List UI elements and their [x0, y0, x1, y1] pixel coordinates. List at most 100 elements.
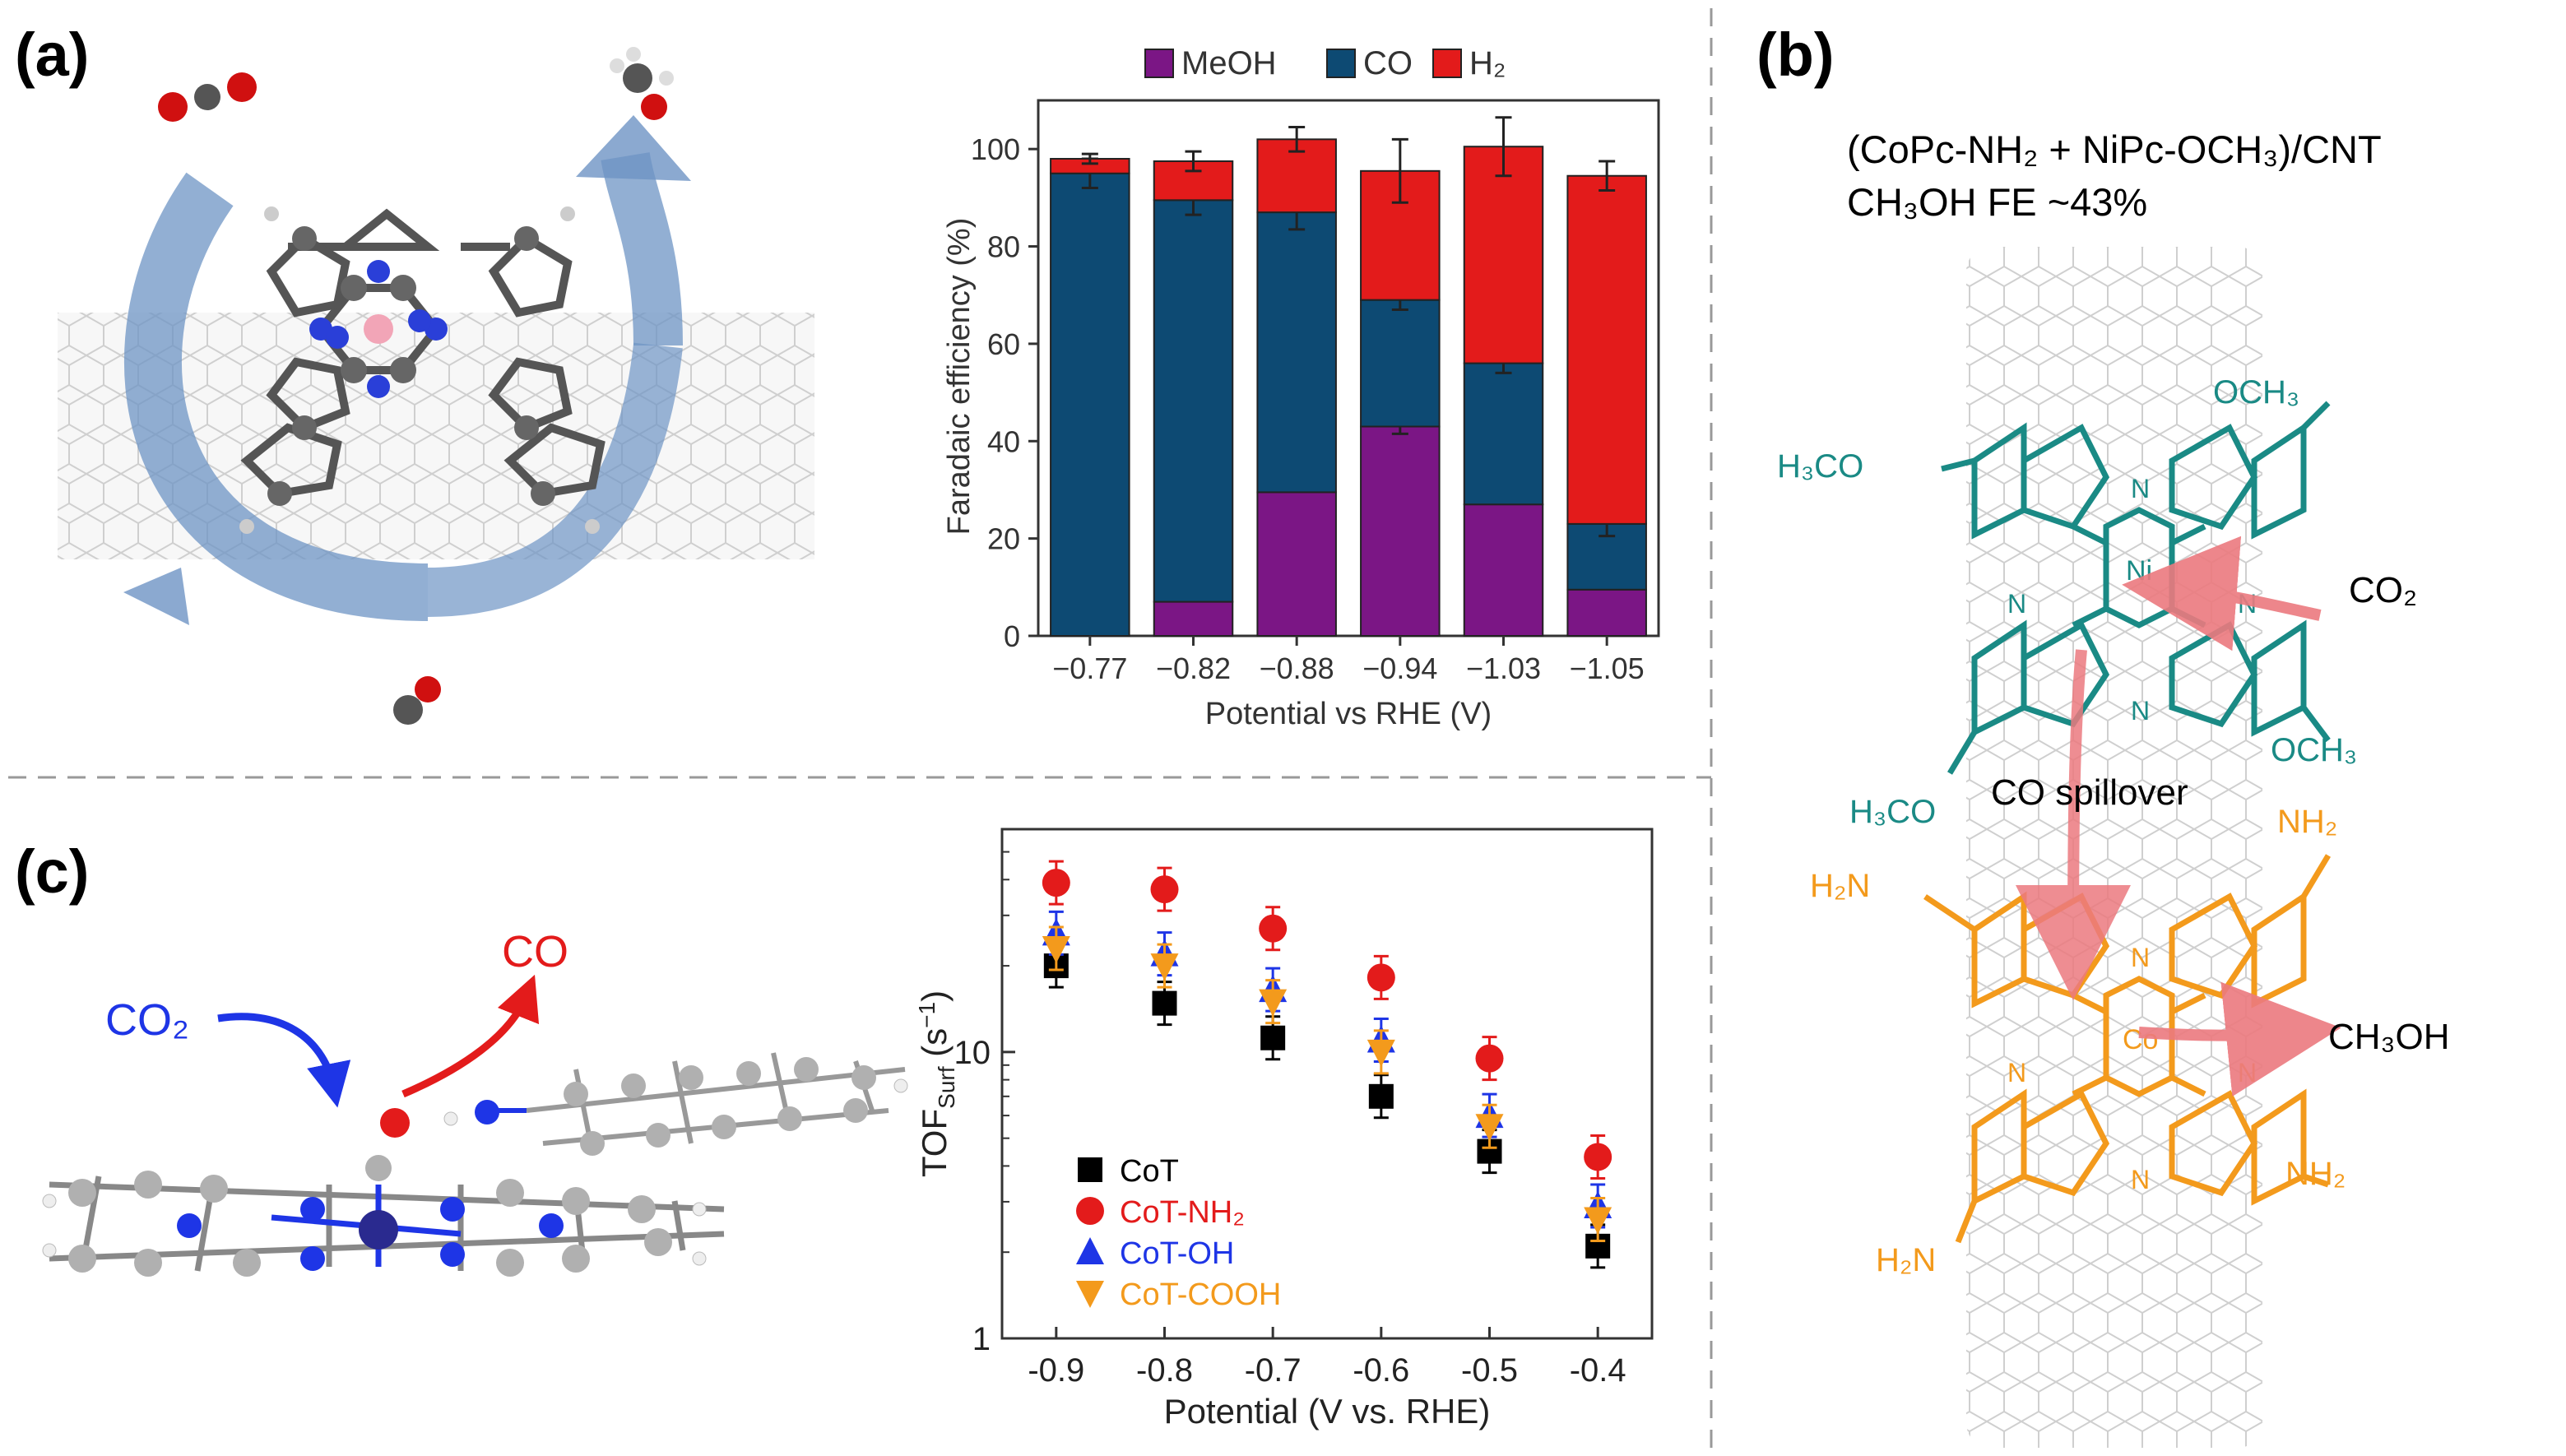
panel-a-label: (a) — [15, 21, 89, 89]
x-tick-label: −0.77 — [1052, 651, 1127, 685]
x-tick-label: −0.88 — [1260, 651, 1334, 685]
co2-approach-arrow — [217, 1013, 351, 1108]
x-tick-label: −1.03 — [1466, 651, 1541, 685]
cycle-arrow-left — [123, 172, 429, 621]
point-cotcooh — [1475, 1114, 1504, 1142]
x-tick-label: -0.6 — [1353, 1352, 1409, 1389]
teal-n-top: N — [2131, 474, 2150, 503]
methanol-molecule-a — [610, 47, 674, 120]
bar-co — [1153, 199, 1234, 603]
panel-c-molecule-illustration: CO₂ CO — [42, 927, 908, 1277]
co2-molecule-a — [158, 72, 257, 122]
carbon-nanotube-b — [1966, 247, 2262, 1448]
legend-marker-2 — [1076, 1237, 1104, 1264]
bar-meoh — [1360, 425, 1441, 637]
point-cot — [1260, 1025, 1286, 1050]
bar-co — [1360, 299, 1441, 428]
panel-c-label: (c) — [15, 837, 89, 906]
y-tick-label: 80 — [987, 230, 1020, 264]
x-tick-label: -0.4 — [1570, 1352, 1626, 1389]
bar-h — [1463, 146, 1544, 364]
legend-label-2: CoT-OH — [1120, 1236, 1234, 1271]
legend-label-0: CoT — [1120, 1154, 1179, 1189]
point-cotnh — [1150, 875, 1179, 904]
h2n-top-left: H₂N — [1810, 868, 1870, 904]
porphyrin-atoms-c — [42, 1108, 707, 1277]
orange-n-left: N — [2007, 1058, 2026, 1087]
legend-label-3: CoT-COOH — [1120, 1277, 1281, 1312]
y-label-subscript: Surf — [934, 1066, 959, 1109]
orange-n-bottom: N — [2131, 1165, 2150, 1194]
ch3oh-label-b: CH₃OH — [2328, 1017, 2449, 1057]
legend-label-1: CO — [1363, 45, 1413, 81]
point-cotcooh — [1150, 953, 1179, 981]
point-cotnh — [1367, 963, 1395, 992]
y-label-close: ) — [915, 990, 954, 1002]
ni-atom-label: Ni — [2126, 555, 2152, 587]
bar-meoh — [1463, 503, 1544, 638]
co-molecule-a — [393, 676, 441, 725]
panel-b-title-line1: (CoPc-NH₂ + NiPc-OCH₃)/CNT — [1847, 128, 2382, 171]
panel-b-title-line2: CH₃OH FE ~43% — [1847, 180, 2147, 224]
x-tick-label: -0.9 — [1028, 1352, 1084, 1389]
bar-co — [1463, 362, 1544, 506]
y-tick-label: 60 — [987, 327, 1020, 361]
teal-n-bottom: N — [2131, 696, 2150, 726]
orange-n-right: N — [2238, 1058, 2257, 1087]
faradaic-efficiency-chart: 0 20 40 60 80 100 −0.77 −0.82 −0.88 −0.94 −1.03 −1.… — [942, 45, 1660, 731]
teal-n-left: N — [2007, 589, 2026, 619]
legend-marker-3 — [1076, 1281, 1104, 1308]
point-cotnh — [1042, 869, 1070, 897]
point-cotnh — [1259, 914, 1288, 943]
co-spillover-arrow — [2016, 649, 2132, 1000]
point-cotcooh — [1584, 1207, 1612, 1235]
x-tick-label: −1.05 — [1570, 651, 1645, 685]
x-tick-label: -0.7 — [1245, 1352, 1302, 1389]
orange-n-top: N — [2131, 943, 2150, 972]
point-cotcooh — [1042, 935, 1070, 963]
point-cot — [1152, 990, 1177, 1016]
point-cotnh — [1584, 1143, 1612, 1171]
y-tick-label: 40 — [987, 424, 1020, 458]
och3-top-right: OCH₃ — [2213, 374, 2299, 410]
x-axis-label: Potential (V vs. RHE) — [1164, 1392, 1491, 1430]
y-label-superscript: −1 — [914, 1002, 940, 1028]
x-tick-label: -0.8 — [1136, 1352, 1193, 1389]
panel-b-label: (b) — [1756, 21, 1835, 89]
cycle-arrowhead-bottom — [123, 568, 189, 625]
h2n-bottom-left: H₂N — [1876, 1242, 1936, 1278]
h3co-top-left: H₃CO — [1777, 448, 1863, 485]
plot-area-frame — [1037, 99, 1660, 638]
ch3oh-arrow — [2138, 981, 2341, 1097]
y-tick-label: 10 — [954, 1035, 991, 1071]
point-cotnh — [1475, 1044, 1504, 1073]
och3-bottom-right: OCH₃ — [2271, 732, 2357, 768]
bar-meoh — [1256, 491, 1337, 637]
plot-area-frame — [1000, 828, 1654, 1340]
co-release-arrow — [401, 974, 540, 1098]
point-cotcooh — [1259, 989, 1288, 1017]
nh2-bottom-right: NH₂ — [2285, 1156, 2346, 1192]
cycle-arrowhead — [576, 115, 691, 181]
bar-co — [1050, 172, 1130, 638]
co2-arrow — [2122, 536, 2322, 651]
nh2-top-right: NH₂ — [2277, 804, 2337, 840]
legend-swatch-1 — [1326, 49, 1356, 78]
y-label-unit: (s — [915, 1028, 954, 1067]
phthalocyanine-atoms-a — [239, 206, 600, 534]
x-tick-label: -0.5 — [1461, 1352, 1518, 1389]
y-tick-label: 100 — [971, 132, 1020, 166]
co-label-c: CO — [502, 927, 568, 976]
y-tick-label: 20 — [987, 522, 1020, 556]
legend-swatch-2 — [1432, 49, 1462, 78]
upper-layer-atoms — [443, 1057, 908, 1156]
tof-surf-chart: -0.9 -0.8 -0.7 -0.6 -0.5 -0.4 1 10 Potential (V … — [914, 828, 1654, 1430]
y-tick-label: 1 — [972, 1321, 991, 1357]
legend-label-2: H₂ — [1469, 45, 1506, 81]
point-cotcooh — [1367, 1039, 1395, 1067]
legend-marker-0 — [1078, 1157, 1102, 1182]
legend-swatch-0 — [1144, 49, 1174, 78]
y-axis-label: TOFSurf (s−1) — [914, 990, 959, 1177]
legend-label-0: MeOH — [1181, 45, 1277, 81]
